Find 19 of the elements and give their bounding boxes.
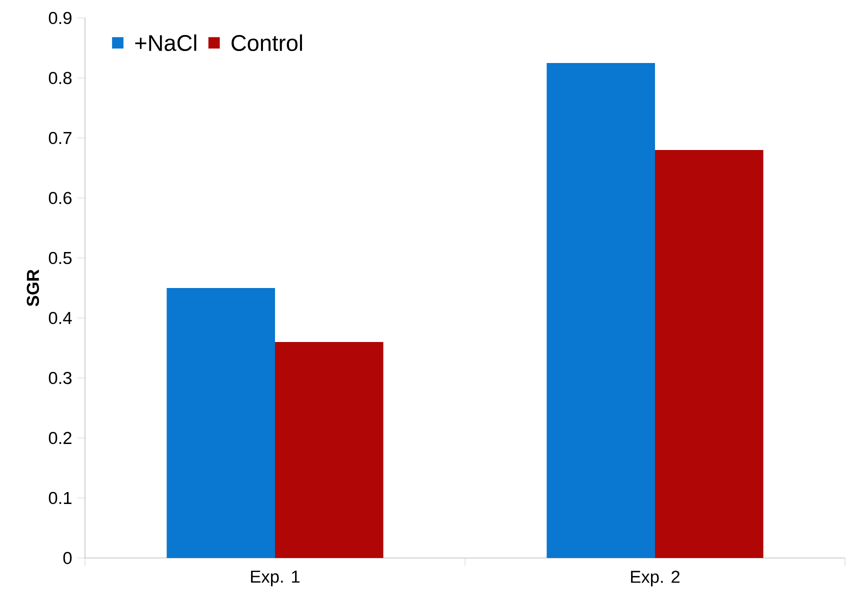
y-tick-label: 0.2 <box>48 432 72 444</box>
y-axis-title: SGR <box>26 270 40 306</box>
bar <box>655 150 764 558</box>
y-tick-label: 0 <box>63 552 72 564</box>
bar <box>166 288 276 558</box>
y-tick-label: 0.7 <box>48 132 72 144</box>
y-tick-label: 0.9 <box>48 12 72 24</box>
bar <box>546 62 655 558</box>
y-tick-label: 0.8 <box>48 72 72 84</box>
y-tick-label: 0.4 <box>48 312 72 324</box>
legend-label: +NaCl <box>135 34 196 52</box>
y-tick-label: 0.1 <box>48 492 72 504</box>
y-tick-label: 0.6 <box>48 192 72 204</box>
x-tick-label: Exp. 2 <box>631 570 680 586</box>
x-tick-label: Exp. 1 <box>251 570 300 586</box>
legend-label: Control <box>232 34 302 52</box>
y-tick-label: 0.3 <box>48 372 72 384</box>
bar <box>275 342 384 558</box>
y-tick-label: 0.5 <box>48 252 72 264</box>
